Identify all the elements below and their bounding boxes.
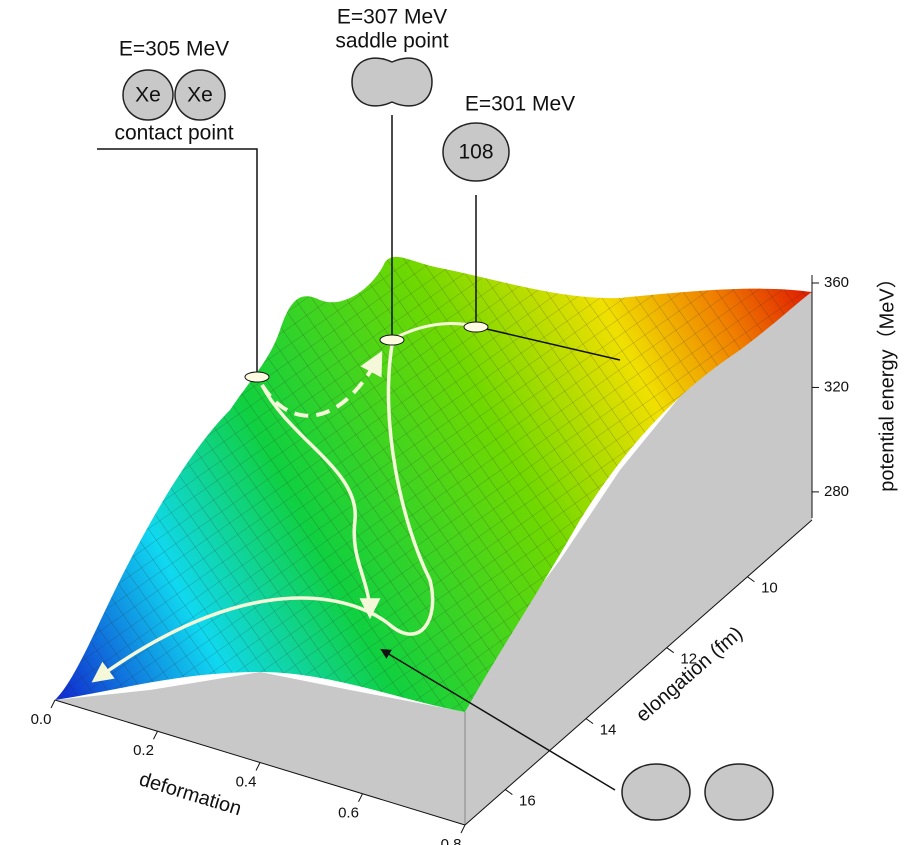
x-axis-label: deformation — [136, 768, 243, 820]
fragment-shape — [705, 764, 773, 820]
energy-label: E=305 MeV — [119, 38, 229, 61]
contact-marker — [245, 372, 269, 382]
point-label: saddle point — [335, 30, 448, 53]
y-tick-label: 12 — [680, 651, 697, 668]
y-tick-label: 14 — [600, 722, 617, 739]
x-tick-label: 0.6 — [338, 805, 359, 822]
y-tick — [667, 648, 674, 653]
energy-label: E=301 MeV — [465, 93, 575, 116]
nucleus-label: Xe — [135, 84, 161, 107]
x-tick-label: 0.0 — [31, 711, 52, 728]
nucleus-label: Xe — [187, 84, 213, 107]
x-tick-label: 0.2 — [133, 742, 154, 759]
y-tick — [747, 577, 754, 582]
y-tick-label: 10 — [761, 580, 778, 597]
saddle-shape — [352, 58, 432, 106]
nucleus-label: 108 — [458, 141, 493, 164]
x-tick — [256, 763, 260, 771]
saddle-marker — [380, 335, 404, 345]
y-tick — [586, 719, 593, 724]
z-tick-label: 280 — [824, 483, 849, 500]
y-tick-label: 16 — [519, 793, 536, 810]
chart: E=305 MeV Xe Xe contact point E=307 MeV … — [0, 0, 904, 845]
x-tick — [359, 794, 363, 802]
x-tick-label: 0.4 — [236, 773, 257, 790]
point-label: contact point — [114, 122, 233, 145]
z-tick-label: 320 — [824, 378, 849, 395]
x-tick — [461, 825, 465, 833]
z-axis-label: potential energy（MeV） — [875, 268, 898, 491]
x-tick-label: 0.8 — [441, 836, 462, 845]
contact-pointer — [97, 149, 257, 372]
x-tick — [51, 700, 55, 708]
compound-marker — [464, 322, 488, 332]
z-tick-label: 360 — [824, 274, 849, 291]
x-tick — [154, 731, 158, 739]
y-tick — [505, 790, 512, 795]
fragment-shape — [622, 764, 690, 820]
energy-label: E=307 MeV — [337, 6, 447, 29]
